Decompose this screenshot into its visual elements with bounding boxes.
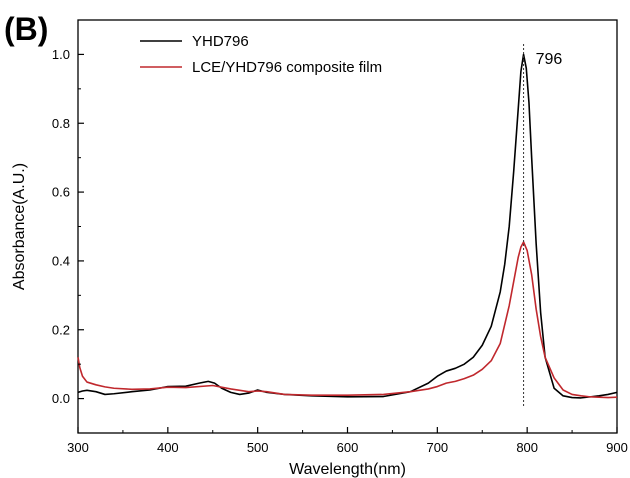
x-tick-label: 400 (157, 440, 179, 455)
legend-label-yhd796: YHD796 (192, 33, 249, 50)
series-line-0 (77, 53, 618, 399)
x-tick-label: 800 (516, 440, 538, 455)
plot-frame (77, 19, 618, 434)
x-tick-label: 300 (67, 440, 89, 455)
x-tick-label: 900 (606, 440, 628, 455)
x-tick-label: 600 (337, 440, 359, 455)
x-tick-label: 700 (426, 440, 448, 455)
x-axis-title: Wavelength(nm) (289, 461, 406, 478)
legend-label-composite-film: LCE/YHD796 composite film (192, 59, 382, 76)
axes-layer: 300 400 500 600 700 800 900 0.0 0.2 0.4 0.6 0.8 1.0 (52, 19, 628, 455)
y-tick-label: 0.2 (52, 322, 70, 337)
series-layer (77, 53, 618, 399)
peak-annotation: 796 (536, 51, 563, 68)
legend: YHD796 LCE/YHD796 composite film (140, 33, 382, 76)
series-line-1 (77, 241, 618, 399)
y-tick-label: 0.8 (52, 116, 70, 131)
x-tick-label: 500 (247, 440, 269, 455)
panel-label: (B) (4, 11, 48, 47)
y-tick-label: 0.4 (52, 253, 70, 268)
y-axis-title: Absorbance(A.U.) (11, 163, 28, 290)
y-tick-label: 0.0 (52, 391, 70, 406)
y-tick-label: 1.0 (52, 47, 70, 62)
y-tick-label: 0.6 (52, 185, 70, 200)
